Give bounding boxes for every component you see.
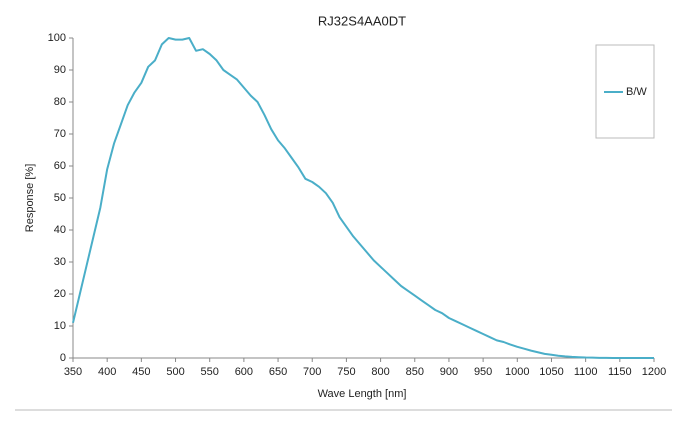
x-tick-label: 800 (371, 366, 389, 378)
chart-title: RJ32S4AA0DT (318, 13, 406, 28)
x-tick-label: 1000 (505, 366, 529, 378)
y-tick-label: 30 (54, 256, 66, 268)
legend-label: B/W (626, 86, 647, 98)
y-tick-label: 80 (54, 96, 66, 108)
x-tick-label: 950 (474, 366, 492, 378)
x-tick-label: 600 (235, 366, 253, 378)
y-tick-label: 10 (54, 320, 66, 332)
x-tick-label: 1100 (574, 366, 598, 378)
y-tick-label: 40 (54, 224, 66, 236)
y-tick-label: 90 (54, 64, 66, 76)
x-tick-label: 1200 (642, 366, 666, 378)
x-tick-label: 350 (64, 366, 82, 378)
x-tick-label: 750 (337, 366, 355, 378)
x-tick-label: 450 (132, 366, 150, 378)
x-tick-label: 900 (440, 366, 458, 378)
data-line (72, 37, 654, 359)
x-tick-label: 1050 (539, 366, 563, 378)
x-tick-label: 400 (98, 366, 116, 378)
y-tick-label: 60 (54, 160, 66, 172)
x-tick-label: 850 (406, 366, 424, 378)
y-tick-label: 100 (48, 32, 66, 44)
y-tick-label: 0 (60, 352, 66, 364)
y-axis-label: Response [%] (24, 164, 36, 232)
y-tick-label: 20 (54, 288, 66, 300)
y-tick-label: 50 (54, 192, 66, 204)
x-tick-label: 650 (269, 366, 287, 378)
x-tick-label: 1150 (608, 366, 632, 378)
y-tick-label: 70 (54, 128, 66, 140)
x-tick-label: 550 (201, 366, 219, 378)
x-tick-label: 500 (166, 366, 184, 378)
x-axis-label: Wave Length [nm] (318, 388, 407, 400)
x-tick-label: 700 (303, 366, 321, 378)
